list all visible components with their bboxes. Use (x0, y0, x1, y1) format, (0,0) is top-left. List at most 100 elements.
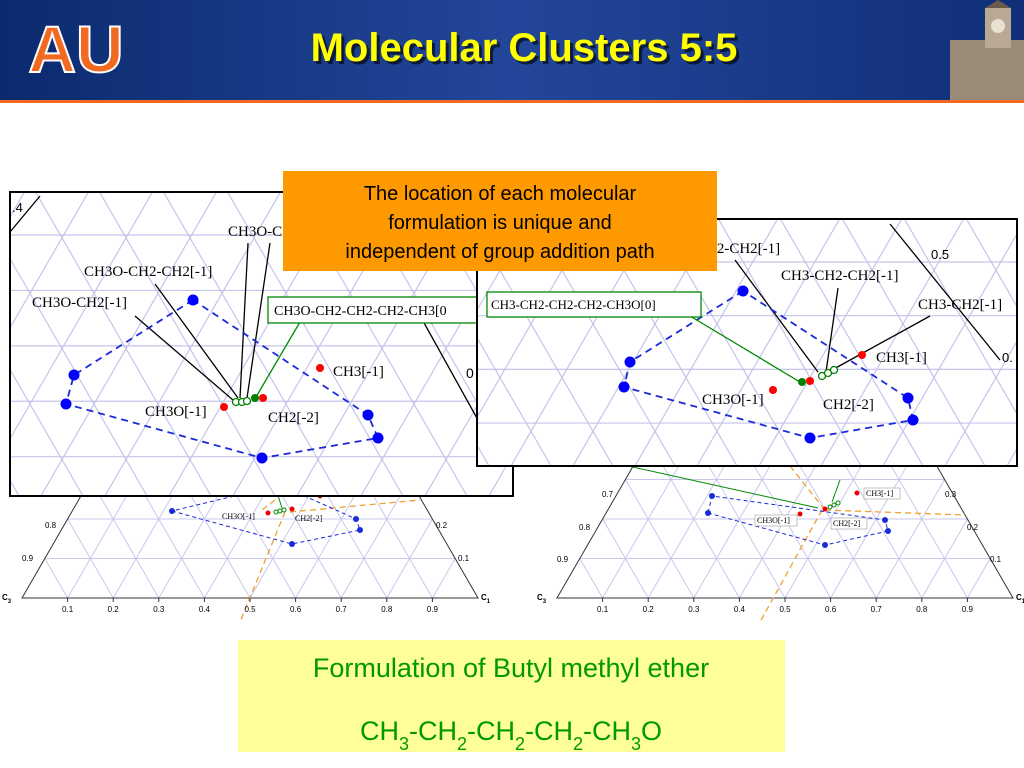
grid-line (647, 466, 725, 599)
leader-line (825, 287, 839, 373)
label-frame (830, 517, 868, 530)
lattice-line (11, 193, 89, 328)
grid-line (173, 466, 251, 599)
formula-sub: 3 (631, 734, 641, 754)
corner-label-sub: 3 (8, 599, 12, 605)
grid-line (431, 558, 456, 599)
formula-sub: 2 (515, 734, 525, 754)
title-shadow: Molecular Clusters 5:5 (314, 29, 741, 73)
tick-label: 0.4 (199, 605, 211, 614)
guide-line (824, 509, 966, 516)
header-rule (0, 100, 1024, 103)
point (259, 394, 267, 402)
lattice-line (11, 193, 153, 439)
lattice-line (104, 193, 281, 495)
tick-label: 0.3 (153, 605, 165, 614)
leader-line (831, 479, 841, 503)
tick-label: 0.1 (458, 554, 470, 563)
leader-line (239, 242, 249, 399)
point-label: CH3-CH2-CH2[-1] (781, 268, 899, 284)
point-label: CH3O-CH2[-1] (32, 295, 127, 311)
boxed-label: CH3O-CH2-CH2-CH2-CH3[0 (274, 304, 447, 319)
point (835, 500, 841, 506)
boxed-label-frame (486, 291, 702, 318)
guide-line (261, 499, 276, 511)
lattice-line (11, 370, 84, 495)
point (829, 365, 839, 375)
point (827, 504, 833, 510)
corner-label-sub: 1 (1022, 599, 1024, 605)
right_plot: 0.1 0.2 0.3 0.4 0.5 0.6 0.7 0.8 0.9 0.7 0.8 0.9 0.3 0… (537, 466, 1024, 623)
point-label: CH3-CH2[-1] (918, 297, 1002, 313)
formula-part: -CH (467, 716, 515, 746)
tick-label: 0.4 (734, 605, 746, 614)
corner-label: C3 (2, 593, 12, 605)
lattice-line (424, 344, 512, 495)
point-label: CH3[-1] (333, 364, 384, 380)
grid-line (966, 558, 991, 599)
point (220, 403, 228, 411)
tick-label: 0.9 (557, 555, 569, 564)
formula-part: O (641, 716, 662, 746)
tick-label: 0.8 (916, 605, 928, 614)
leader-line (246, 242, 271, 399)
lattice-line (842, 220, 986, 465)
callout-line: independent of group addition path (345, 241, 654, 263)
tick-label: 0.8 (381, 605, 393, 614)
point (797, 511, 803, 517)
point (624, 356, 636, 368)
tick-label: 0.3 (945, 490, 957, 499)
formula-part: -CH (409, 716, 457, 746)
lattice-line (904, 220, 1016, 414)
tick-label: 0.7 (871, 605, 883, 614)
lattice-line (40, 193, 217, 495)
callout-box (283, 171, 717, 271)
grid-line (355, 466, 433, 599)
point-label: CH3[-1] (876, 350, 927, 366)
tick-label: 0.9 (427, 605, 439, 614)
point (806, 377, 814, 385)
point (831, 502, 837, 508)
lattice-line (820, 220, 964, 465)
dashed-path (171, 484, 361, 545)
lattice-line (882, 234, 1016, 465)
grid-line (624, 479, 695, 599)
grid-line (264, 466, 342, 599)
grid-line (158, 466, 236, 599)
point (907, 414, 919, 426)
grid-line (67, 518, 114, 599)
grid-line (249, 466, 327, 599)
point (902, 392, 914, 404)
logo: AU (28, 12, 123, 86)
callout: The location of each molecular formulatio… (283, 171, 717, 271)
leader-line (9, 195, 41, 233)
tick-label: 0.1 (597, 605, 609, 614)
leader-line (689, 315, 801, 383)
point (709, 493, 715, 499)
point (256, 452, 268, 464)
point-label: .4 (12, 200, 23, 215)
point (242, 396, 252, 406)
lattice-line (718, 220, 862, 465)
point (68, 369, 80, 381)
corner-label-sub: 1 (487, 599, 491, 605)
grid-line (799, 466, 877, 599)
corner-label-base: C (2, 593, 8, 602)
lattice-line (0, 200, 4, 485)
grid-line (89, 479, 160, 599)
point (357, 527, 363, 533)
lattice-line (99, 193, 276, 495)
point (804, 432, 816, 444)
point (854, 490, 860, 496)
grid-line (784, 466, 862, 599)
leader-line (134, 315, 234, 401)
lattice-line (163, 193, 340, 495)
tower (950, 0, 1024, 100)
grid-line (845, 466, 923, 599)
leader-line (154, 283, 239, 399)
tick-label: 0.2 (643, 605, 655, 614)
lattice-line (944, 341, 1016, 465)
tick-label: 0.1 (990, 555, 1002, 564)
corner-label-base: C (481, 593, 487, 602)
point-label: CH3[-1] (866, 489, 893, 498)
